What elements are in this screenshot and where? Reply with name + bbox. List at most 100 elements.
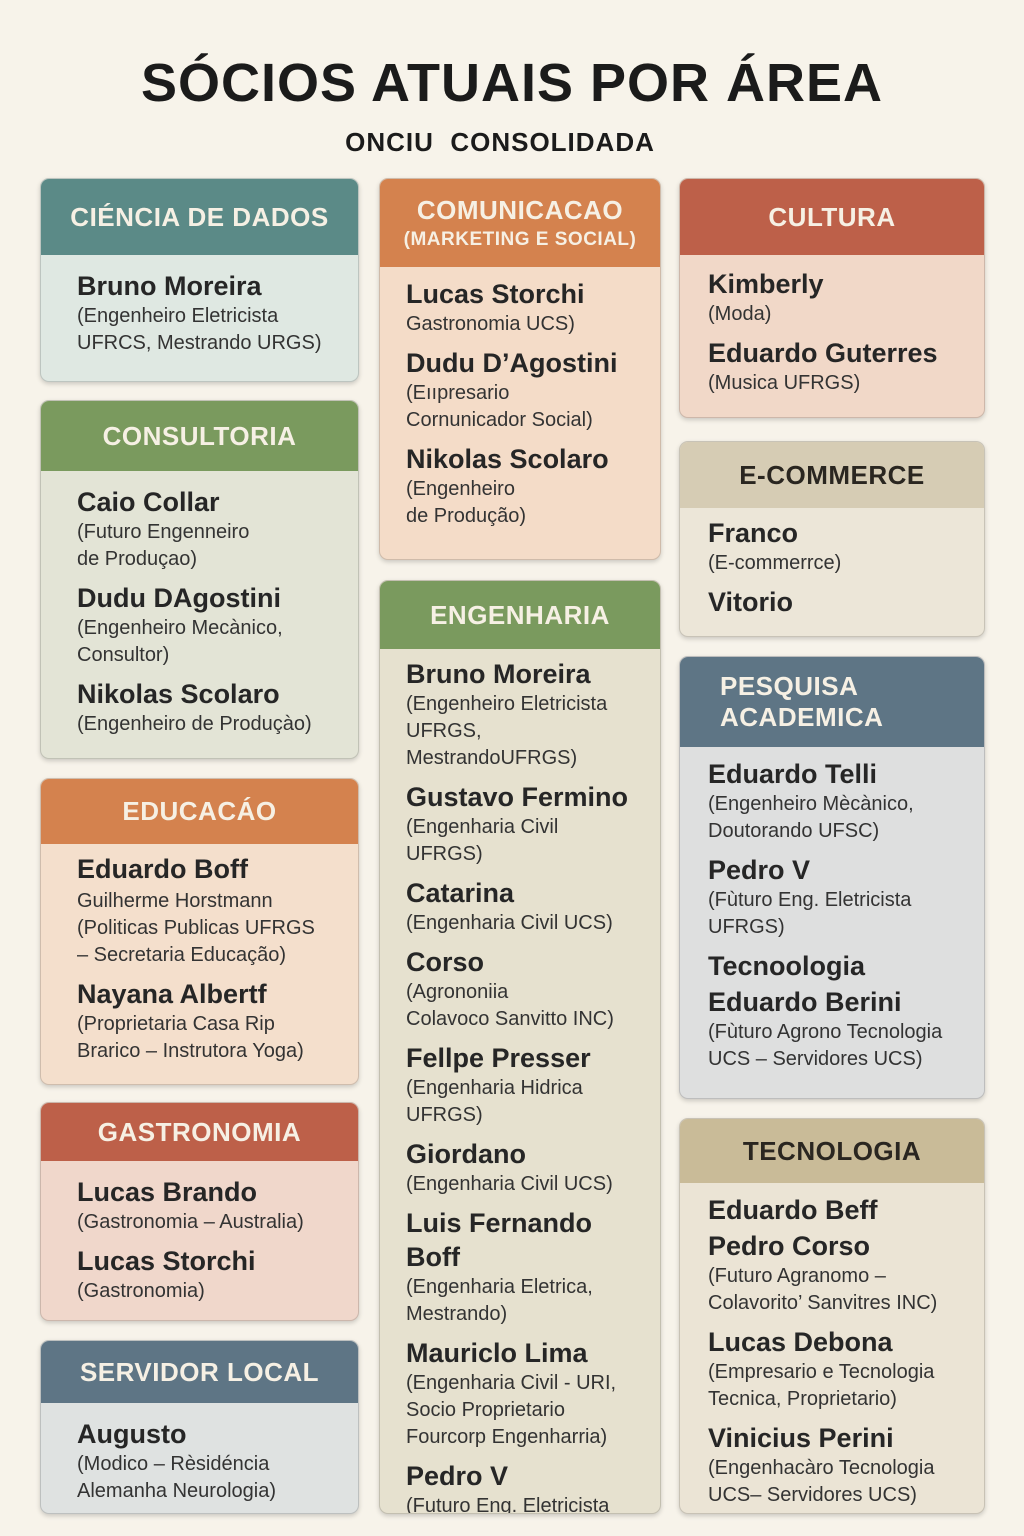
member-entry: Vitorio bbox=[708, 585, 962, 619]
card-title: COMUNICACAO bbox=[416, 195, 624, 225]
member-entry: Pedro V (Futuro Eng. Eletricista UFRGS) bbox=[406, 1459, 638, 1514]
member-entry: Eduardo Boff bbox=[77, 852, 336, 886]
member-description: (Gastronomia – Australia) bbox=[77, 1211, 304, 1233]
member-name: Franco bbox=[708, 518, 799, 548]
member-entry: Corso (Agrononiia Colavoco Sanvitto INC) bbox=[406, 945, 638, 1033]
member-description: (Futuro Engenneiro de Produçao) bbox=[77, 521, 250, 570]
card-title: CULTURA bbox=[768, 201, 896, 232]
member-entry: Guilherme Horstmann (Politicas Publicas … bbox=[77, 888, 336, 969]
member-description: (Engenheiro Mècànico, Doutorando UFSC) bbox=[708, 793, 914, 842]
member-name: Mauriclo Lima bbox=[406, 1338, 588, 1368]
page-title: SÓCIOS ATUAIS POR ÁREA bbox=[140, 53, 884, 113]
card-cultura: CULTURA Kimberly (Moda) Eduardo Guterres (M… bbox=[679, 178, 985, 418]
card-tecnologia: TECNOLOGIA Eduardo Beff Pedro Corso (Futur… bbox=[679, 1118, 985, 1514]
card-gastronomia: GASTRONOMIA Lucas Brando (Gastronomia – A… bbox=[40, 1102, 359, 1321]
member-name: Lucas Storchi bbox=[406, 279, 585, 309]
card-servidor-local: SERVIDOR LOCAL Augusto (Modico – Rèsidénc… bbox=[40, 1340, 359, 1514]
member-entry: Catarina (Engenharia Civil UCS) bbox=[406, 876, 638, 937]
member-name: Vitorio bbox=[708, 587, 794, 617]
member-entry: Lucas Storchi (Gastronomia) bbox=[77, 1244, 336, 1305]
member-name: Corso bbox=[406, 947, 485, 977]
member-entry: Franco (E-commerrce) bbox=[708, 516, 962, 577]
member-name: Pedro V bbox=[708, 855, 811, 885]
member-entry: Lucas Storchi Gastronomia UCS) bbox=[406, 277, 638, 338]
card-educacao: EDUCACÁO Eduardo Boff Guilherme Horstmann… bbox=[40, 778, 359, 1085]
member-description: (Fùturo Agrono Tecnologia UCS – Servidor… bbox=[708, 1021, 943, 1070]
member-name: Pedro Corso bbox=[708, 1231, 871, 1261]
member-name: Eduardo Beff bbox=[708, 1195, 878, 1225]
member-description: (Futuro Agranomo – Colavorito’ Sanvitres… bbox=[708, 1265, 938, 1314]
member-entry: Pedro Corso (Futuro Agranomo – Colavorito… bbox=[708, 1229, 962, 1317]
member-name: Gustavo Fermino bbox=[406, 782, 629, 812]
member-entry: Eduardo Beff bbox=[708, 1193, 962, 1227]
card-ecommerce: E-COMMERCE Franco (E-commerrce) Vitorio bbox=[679, 441, 985, 637]
member-entry: Fellpe Presser (Engenharia Hidrica UFRGS) bbox=[406, 1041, 638, 1129]
member-entry: Augusto (Modico – Rèsidéncia Alemanha Neu… bbox=[77, 1417, 336, 1505]
member-name: Dudu D’Agostini bbox=[406, 348, 618, 378]
member-entry: Gustavo Fermino (Engenharia Civil UFRGS) bbox=[406, 780, 638, 868]
member-entry: Caio Collar (Futuro Engenneiro de Produça… bbox=[77, 485, 336, 573]
card-ciencia-de-dados: CIÉNCIA DE DADOS Bruno Moreira (Engenheir… bbox=[40, 178, 359, 382]
card-title: ENGENHARIA bbox=[430, 599, 610, 630]
member-name: Lucas Brando bbox=[77, 1177, 258, 1207]
card-title: CONSULTORIA bbox=[102, 420, 297, 451]
member-name: Pedro V bbox=[406, 1461, 509, 1491]
member-description: (Futuro Eng. Eletricista UFRGS) bbox=[406, 1495, 610, 1514]
member-name: Luis Fernando Boff bbox=[406, 1208, 593, 1272]
member-description: (Musica UFRGS) bbox=[708, 372, 861, 394]
card-title-line-2: ACADEMICA bbox=[720, 702, 884, 732]
member-name: Nikolas Scolaro bbox=[77, 679, 280, 709]
member-description: (Agrononiia Colavoco Sanvitto INC) bbox=[406, 981, 614, 1030]
member-description: (Engenheiro Mecànico, Consultor) bbox=[77, 617, 283, 666]
member-description: (Fùturo Eng. Eletricista UFRGS) bbox=[708, 889, 912, 938]
member-name: Bruno Moreira bbox=[77, 271, 262, 301]
member-name: Bruno Moreira bbox=[406, 659, 591, 689]
member-name: Vinicius Perini bbox=[708, 1423, 894, 1453]
member-entry: Mauriclo Lima (Engenharia Civil - URI, So… bbox=[406, 1336, 638, 1451]
card-title: TECNOLOGIA bbox=[742, 1135, 922, 1166]
card-title: SERVIDOR LOCAL bbox=[79, 1356, 320, 1387]
member-description: (Engenheiro de Produçào) bbox=[77, 713, 312, 735]
card-title: CIÉNCIA DE DADOS bbox=[70, 201, 329, 232]
member-description: (Engenheiro Eletricista UFRGS, Mestrando… bbox=[406, 693, 608, 769]
member-description: (Modico – Rèsidéncia Alemanha Neurologia… bbox=[77, 1453, 277, 1502]
member-entry: Eduardo Guterres (Musica UFRGS) bbox=[708, 336, 962, 397]
member-name: Nikolas Scolaro bbox=[406, 444, 609, 474]
member-entry: Pedro V (Fùturo Eng. Eletricista UFRGS) bbox=[708, 853, 962, 941]
card-comunicacao: COMUNICACAO (MARKETING E SOCIAL) Lucas S… bbox=[379, 178, 661, 560]
member-name: Tecnoologia bbox=[708, 951, 866, 981]
member-description: (Gastronomia) bbox=[77, 1280, 205, 1302]
member-name: Dudu DAgostini bbox=[77, 583, 281, 613]
member-entry: Dudu D’Agostini (Eııpresario Cornunicador… bbox=[406, 346, 638, 434]
member-name: Kimberly bbox=[708, 269, 824, 299]
member-entry: Eduardo Berini (Fùturo Agrono Tecnologia … bbox=[708, 985, 962, 1073]
card-engenharia: ENGENHARIA Bruno Moreira (Engenheiro Elet… bbox=[379, 580, 661, 1514]
member-name: Nayana Albertf bbox=[77, 979, 267, 1009]
member-description: (Empresario e Tecnologia Tecnica, Propri… bbox=[708, 1361, 935, 1410]
member-description: (Engenhacàro Tecnologia UCS– Servidores … bbox=[708, 1457, 935, 1506]
member-entry: Lucas Brando (Gastronomia – Australia) bbox=[77, 1175, 336, 1236]
member-entry: Lucas Debona (Empresario e Tecnologia Tec… bbox=[708, 1325, 962, 1413]
member-name: Fellpe Presser bbox=[406, 1043, 591, 1073]
member-name: Eduardo Berini bbox=[708, 987, 902, 1017]
card-title: PESQUISA bbox=[720, 671, 859, 701]
member-description: (Engenharia Civil UCS) bbox=[406, 1173, 613, 1195]
member-description: (Engenheiro Eletricista UFRCS, Mestrando… bbox=[77, 305, 322, 354]
card-title: GASTRONOMIA bbox=[97, 1116, 302, 1147]
card-title: E-COMMERCE bbox=[739, 459, 925, 490]
member-description: (E-commerrce) bbox=[708, 552, 842, 574]
member-description: (Engenharia Eletrica, Mestrando) bbox=[406, 1276, 593, 1325]
card-title: EDUCACÁO bbox=[122, 796, 277, 826]
card-pesquisa-academica: PESQUISA ACADEMICA Eduardo Telli (Engenhe… bbox=[679, 656, 985, 1099]
member-name: Lucas Storchi bbox=[77, 1246, 256, 1276]
member-name: Augusto bbox=[77, 1419, 187, 1449]
member-name: Eduardo Boff bbox=[77, 854, 248, 884]
member-name: Giordano bbox=[406, 1139, 526, 1169]
member-description: (Engenharia Civil UCS) bbox=[406, 912, 613, 934]
member-name: Lucas Debona bbox=[708, 1327, 893, 1357]
member-entry: Nayana Albertf (Proprietaria Casa Rip Bra… bbox=[77, 977, 336, 1065]
member-description: Guilherme Horstmann (Politicas Publicas … bbox=[77, 890, 315, 966]
member-name: Eduardo Telli bbox=[708, 759, 878, 789]
page-subtitle: ONCIU CONSOLIDADA bbox=[345, 127, 655, 157]
member-description: (Eııpresario Cornunicador Social) bbox=[406, 382, 593, 431]
